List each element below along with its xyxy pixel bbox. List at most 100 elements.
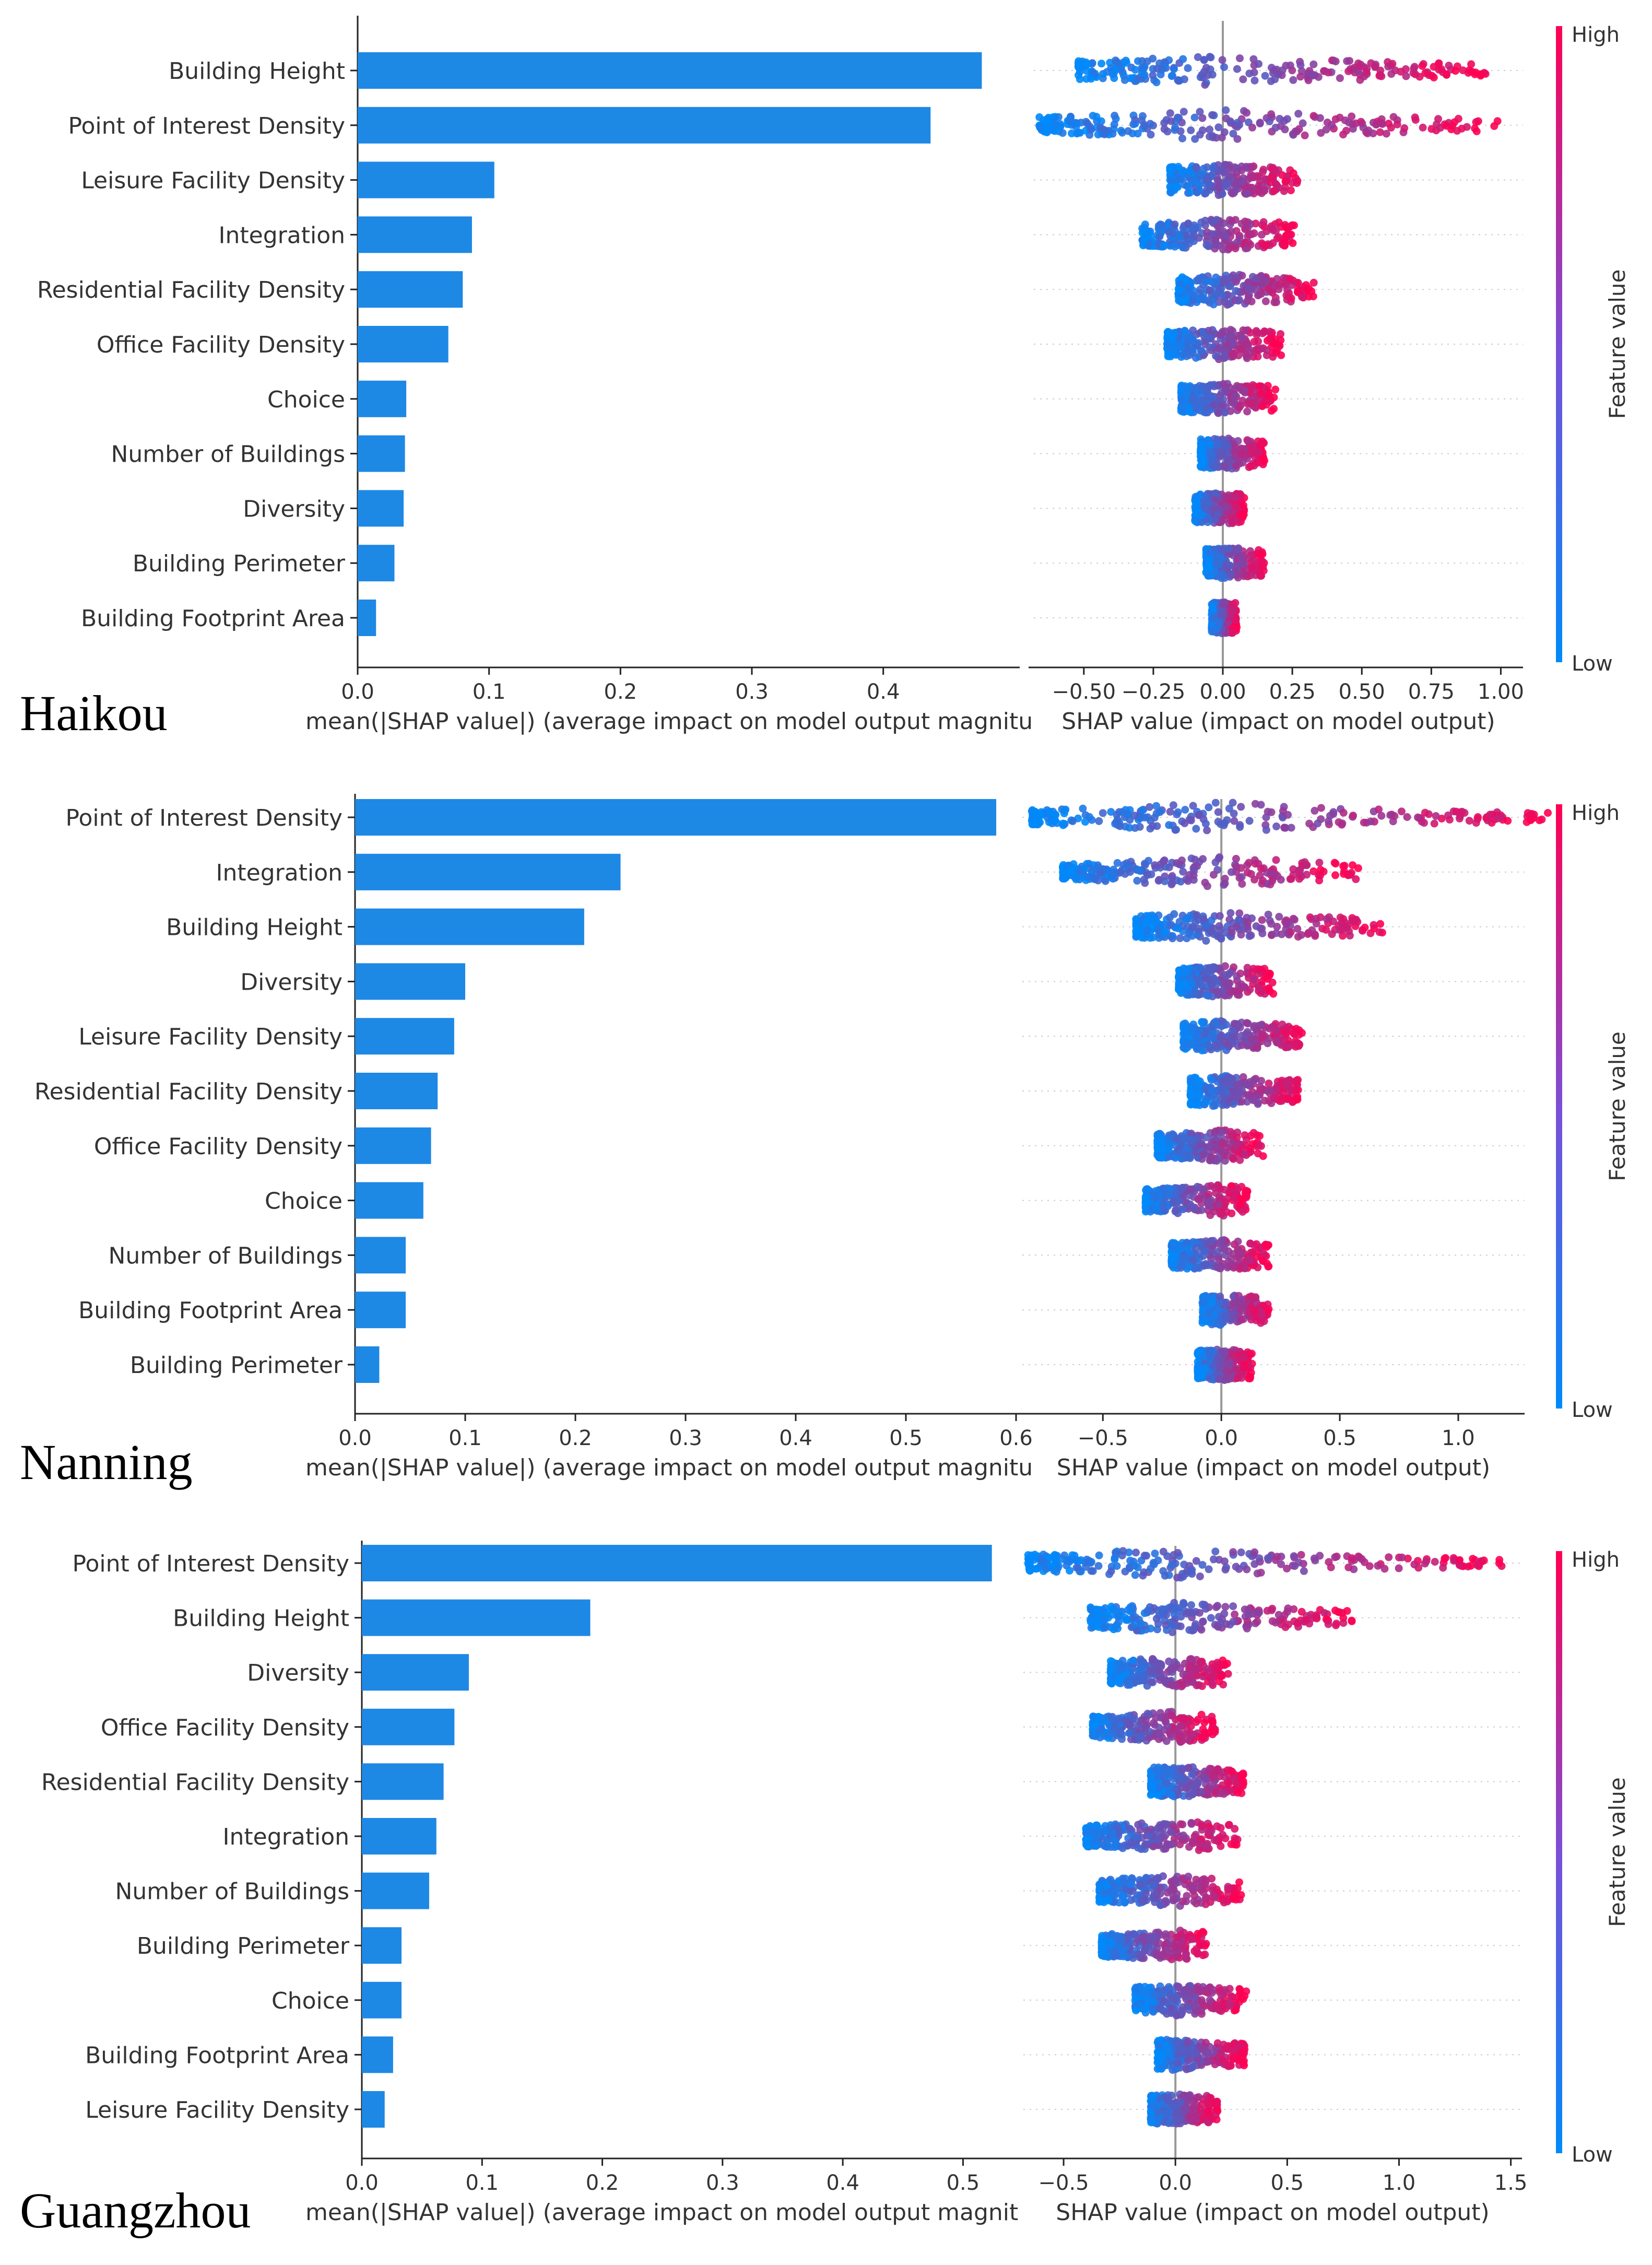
bar-x-tick-label: 0.3 (669, 1426, 702, 1450)
shap-dot (1201, 217, 1209, 225)
shap-dot (1354, 864, 1362, 872)
shap-dot (1209, 604, 1217, 613)
shap-dot (1075, 63, 1083, 71)
shap-dot (1237, 873, 1246, 881)
shap-dot (1376, 920, 1385, 928)
shap-dot (1229, 799, 1237, 807)
shap-dot (1186, 189, 1194, 197)
shap-dot (1197, 347, 1205, 356)
shap-dot (1231, 1033, 1239, 1041)
shap-dot (1262, 277, 1271, 285)
shap-dot (1230, 1264, 1238, 1272)
shap-dot (1226, 989, 1234, 997)
shap-dot (1133, 876, 1141, 885)
shap-dot (1345, 927, 1353, 935)
shap-dot (1262, 241, 1270, 250)
shap-dot (1209, 924, 1218, 933)
shap-dot (1366, 817, 1375, 826)
shap-dot (1288, 66, 1296, 75)
shap-dot (1244, 1256, 1252, 1264)
shap-dot (1167, 874, 1176, 882)
shap-dot (1234, 437, 1242, 445)
shap-dot (1203, 882, 1211, 890)
shap-dot (1160, 857, 1168, 865)
shap-dot (1155, 232, 1164, 241)
shap-dot (1289, 865, 1297, 873)
shap-dot (1228, 1182, 1236, 1190)
shap-dot (1233, 119, 1242, 127)
shap-dot (1212, 1018, 1220, 1027)
shap-dot (1153, 64, 1161, 73)
shap-dot (1280, 241, 1289, 250)
shap-dot (1230, 350, 1238, 358)
shap-dot (1287, 928, 1295, 936)
shap-dot (1245, 817, 1254, 825)
shap-dot (1249, 976, 1258, 984)
shap-dot (1176, 233, 1184, 241)
shap-dot (1226, 117, 1234, 125)
shap-dot (1132, 915, 1140, 923)
shap-dot (1264, 1087, 1272, 1095)
shap-dot (1203, 826, 1211, 835)
feature-label: Residential Facility Density (34, 1078, 343, 1105)
shap-dot (1209, 1102, 1217, 1110)
shap-dot (1147, 870, 1155, 878)
shap-dot (1175, 1196, 1183, 1205)
shap-dot (1206, 449, 1214, 457)
shap-dot (1242, 350, 1250, 358)
shap-dot (1236, 555, 1245, 563)
shap-dot (1323, 119, 1331, 126)
feature-label: Number of Buildings (108, 1242, 343, 1269)
shap-dot (1208, 111, 1217, 119)
shap-dot (1267, 224, 1275, 232)
bar-x-tick-label: 0.0 (338, 1426, 372, 1450)
shap-dot (1442, 70, 1450, 78)
shap-dot (1221, 1251, 1230, 1259)
shap-dot (1295, 1040, 1304, 1049)
shap-dot (1227, 333, 1235, 341)
shap-dot (1244, 343, 1252, 351)
shap-dot (1206, 335, 1214, 343)
shap-dot (1176, 175, 1185, 184)
shap-dot (1146, 934, 1154, 942)
shap-dot (1255, 60, 1262, 68)
shap-dot (1151, 861, 1159, 870)
colorbar-low-label: Low (1572, 652, 1613, 676)
bar-5 (358, 326, 449, 362)
shap-dot (1250, 557, 1259, 565)
shap-dot (1238, 1208, 1247, 1216)
shap-dot (1225, 1074, 1234, 1082)
shap-dot (1068, 129, 1076, 137)
shap-dot (1414, 813, 1422, 821)
shap-dot (1262, 1243, 1271, 1251)
feature-label: Office Facility Density (97, 332, 345, 358)
shap-dot (1087, 125, 1095, 134)
shap-dot (1149, 822, 1157, 830)
shap-dot (1248, 381, 1257, 389)
shap-dot (1202, 64, 1210, 72)
bar-x-tick-label: 0.2 (559, 1426, 592, 1450)
shap-dot (1378, 120, 1387, 128)
shap-dot (1214, 123, 1223, 132)
shap-dot (1286, 222, 1294, 231)
shap-dot (1257, 345, 1265, 353)
shap-dot (1225, 244, 1233, 253)
shap-dot (1388, 60, 1397, 68)
shap-dot (1087, 75, 1095, 83)
shap-dot (1349, 812, 1357, 820)
shap-dot (1272, 856, 1280, 864)
shap-dot (1218, 1129, 1226, 1137)
shap-dot (1146, 803, 1154, 811)
shap-dot (1218, 1140, 1226, 1148)
shap-dot (1167, 921, 1175, 929)
shap-dot (1193, 1084, 1201, 1092)
shap-dot (1204, 992, 1212, 1000)
shap-dot (1339, 915, 1348, 923)
shap-dot (1140, 63, 1149, 71)
shap-dot (1342, 126, 1350, 135)
shap-dot (1490, 122, 1498, 130)
shap-dot (1179, 55, 1187, 63)
shap-dot (1199, 165, 1208, 173)
shap-dot (1226, 909, 1235, 917)
